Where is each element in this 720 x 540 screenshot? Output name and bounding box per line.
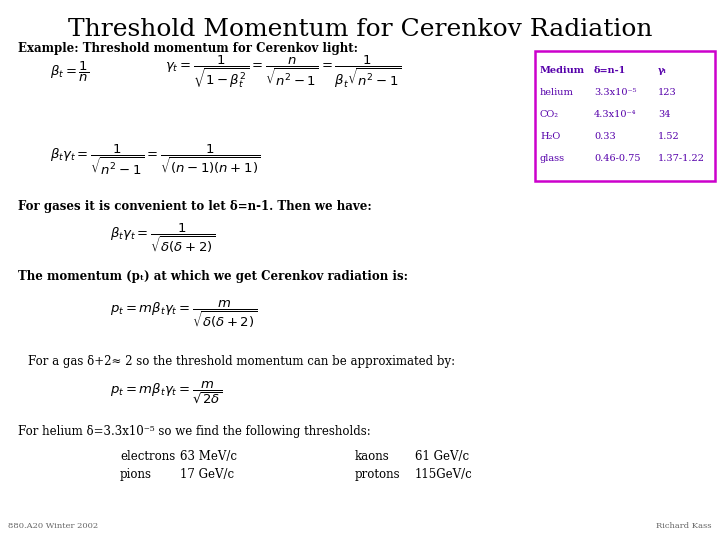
Text: γᵢ: γᵢ <box>658 66 667 75</box>
Text: kaons: kaons <box>355 450 390 463</box>
Text: H₂O: H₂O <box>540 132 560 141</box>
Text: pions: pions <box>120 468 152 481</box>
Text: 63 MeV/c: 63 MeV/c <box>180 450 237 463</box>
Text: $\beta_t\gamma_t = \dfrac{1}{\sqrt{\delta(\delta+2)}}$: $\beta_t\gamma_t = \dfrac{1}{\sqrt{\delt… <box>110 221 215 255</box>
Text: The momentum (pₜ) at which we get Cerenkov radiation is:: The momentum (pₜ) at which we get Cerenk… <box>18 270 408 283</box>
Text: CO₂: CO₂ <box>540 110 559 119</box>
Text: helium: helium <box>540 88 574 97</box>
Text: δ=n-1: δ=n-1 <box>594 66 626 75</box>
Text: protons: protons <box>355 468 400 481</box>
Text: $p_t = m\beta_t\gamma_t = \dfrac{m}{\sqrt{\delta(\delta+2)}}$: $p_t = m\beta_t\gamma_t = \dfrac{m}{\sqr… <box>110 298 257 330</box>
Text: Threshold Momentum for Cerenkov Radiation: Threshold Momentum for Cerenkov Radiatio… <box>68 18 652 41</box>
Text: $\gamma_t = \dfrac{1}{\sqrt{1-\beta_t^2}} = \dfrac{n}{\sqrt{n^2-1}} = \dfrac{1}{: $\gamma_t = \dfrac{1}{\sqrt{1-\beta_t^2}… <box>165 53 401 91</box>
Text: 17 GeV/c: 17 GeV/c <box>180 468 234 481</box>
Text: For a gas δ+2≈ 2 so the threshold momentum can be approximated by:: For a gas δ+2≈ 2 so the threshold moment… <box>28 355 455 368</box>
Text: 1.52: 1.52 <box>658 132 680 141</box>
Text: For helium δ=3.3x10⁻⁵ so we find the following thresholds:: For helium δ=3.3x10⁻⁵ so we find the fol… <box>18 425 371 438</box>
Text: Medium: Medium <box>540 66 585 75</box>
Text: Richard Kass: Richard Kass <box>657 522 712 530</box>
FancyBboxPatch shape <box>535 51 715 181</box>
Text: For gases it is convenient to let δ=n-1. Then we have:: For gases it is convenient to let δ=n-1.… <box>18 200 372 213</box>
Text: electrons: electrons <box>120 450 175 463</box>
Text: 0.46-0.75: 0.46-0.75 <box>594 154 641 163</box>
Text: glass: glass <box>540 154 565 163</box>
Text: $p_t = m\beta_t\gamma_t = \dfrac{m}{\sqrt{2\delta}}$: $p_t = m\beta_t\gamma_t = \dfrac{m}{\sqr… <box>110 380 222 406</box>
Text: 115GeV/c: 115GeV/c <box>415 468 473 481</box>
Text: 123: 123 <box>658 88 677 97</box>
Text: 880.A20 Winter 2002: 880.A20 Winter 2002 <box>8 522 98 530</box>
Text: $\beta_t = \dfrac{1}{n}$: $\beta_t = \dfrac{1}{n}$ <box>50 60 89 84</box>
Text: 1.37-1.22: 1.37-1.22 <box>658 154 705 163</box>
Text: $\beta_t\gamma_t = \dfrac{1}{\sqrt{n^2-1}} = \dfrac{1}{\sqrt{(n-1)(n+1)}}$: $\beta_t\gamma_t = \dfrac{1}{\sqrt{n^2-1… <box>50 143 261 177</box>
Text: 4.3x10⁻⁴: 4.3x10⁻⁴ <box>594 110 636 119</box>
Text: Example: Threshold momentum for Cerenkov light:: Example: Threshold momentum for Cerenkov… <box>18 42 358 55</box>
Text: 34: 34 <box>658 110 670 119</box>
Text: 3.3x10⁻⁵: 3.3x10⁻⁵ <box>594 88 636 97</box>
Text: 61 GeV/c: 61 GeV/c <box>415 450 469 463</box>
Text: 0.33: 0.33 <box>594 132 616 141</box>
